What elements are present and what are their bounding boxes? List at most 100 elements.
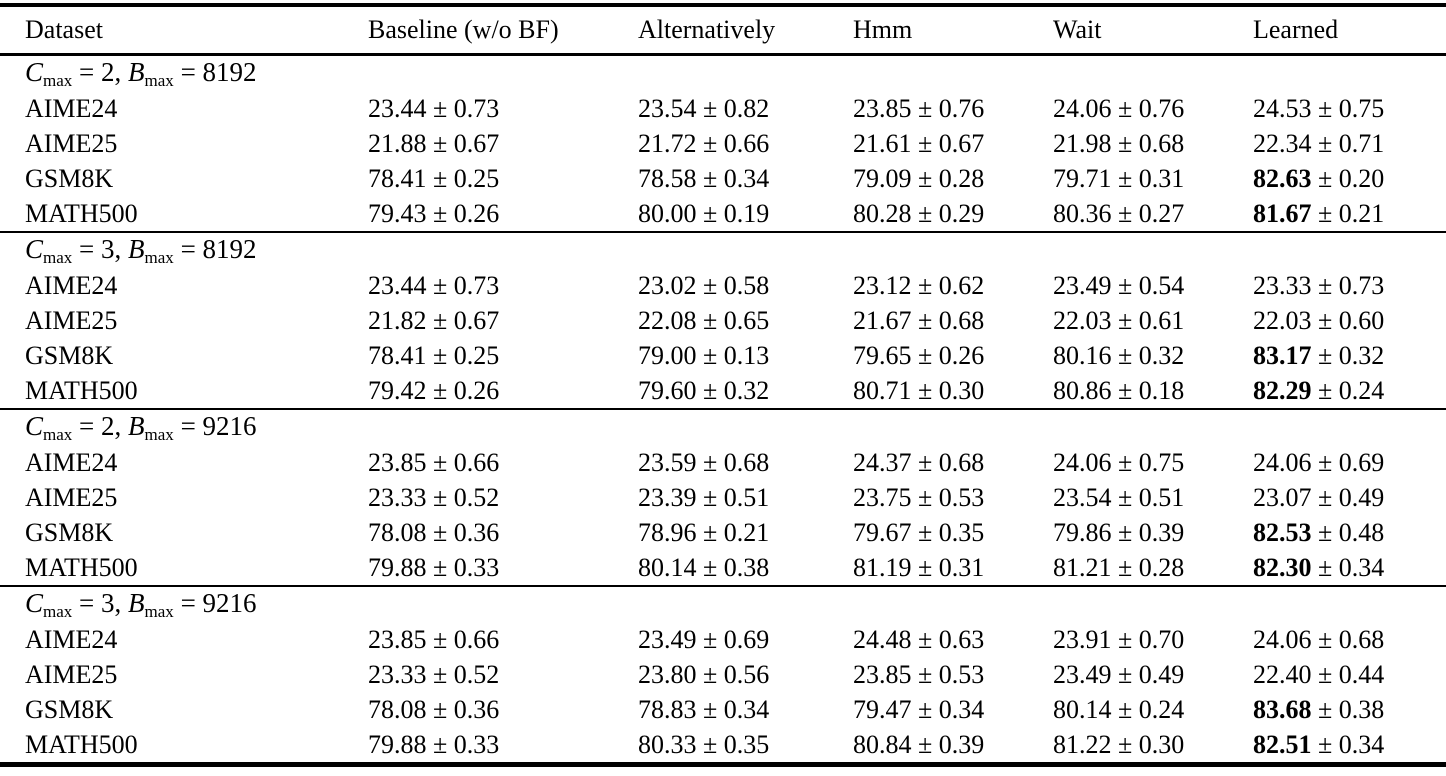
value-cell: 79.65 ± 0.26 xyxy=(853,340,985,370)
dataset-cell: GSM8K xyxy=(25,340,114,370)
math-variable: B xyxy=(128,410,145,441)
value-cell: 23.44 ± 0.73 xyxy=(368,93,500,123)
std-value: 0.30 xyxy=(938,375,985,405)
section-header-row: Cmax = 2, Bmax = 9216 xyxy=(0,409,1446,445)
std-value: 0.67 xyxy=(938,128,985,158)
std-value: 0.32 xyxy=(1338,340,1385,370)
mean-value: 80.28 xyxy=(853,198,912,228)
value-cell: 78.83 ± 0.34 xyxy=(638,694,770,724)
column-header-wait: Wait xyxy=(1053,15,1102,44)
std-value: 0.49 xyxy=(1338,482,1385,512)
math-subscript: max xyxy=(43,601,73,621)
value-cell: 23.44 ± 0.73 xyxy=(368,270,500,300)
mean-value: 80.84 xyxy=(853,729,912,759)
std-value: 0.65 xyxy=(723,305,770,335)
value-cell: 23.85 ± 0.53 xyxy=(853,659,985,689)
std-value: 0.68 xyxy=(1338,624,1385,654)
std-value: 0.62 xyxy=(938,270,985,300)
std-value: 0.56 xyxy=(723,659,770,689)
table-row: AIME25 23.33 ± 0.52 23.80 ± 0.56 23.85 ± 0.… xyxy=(0,657,1446,692)
std-value: 0.73 xyxy=(1338,270,1385,300)
std-value: 0.68 xyxy=(1138,128,1185,158)
value-cell: 23.85 ± 0.66 xyxy=(368,447,500,477)
column-header-hmm: Hmm xyxy=(853,15,913,44)
value-cell: 78.41 ± 0.25 xyxy=(368,163,500,193)
mean-value: 23.49 xyxy=(638,624,697,654)
mean-value: 21.72 xyxy=(638,128,697,158)
math-variable: B xyxy=(128,56,145,87)
mean-value: 82.51 xyxy=(1253,729,1312,759)
mean-value: 83.17 xyxy=(1253,340,1312,370)
table-row: GSM8K 78.41 ± 0.25 79.00 ± 0.13 79.65 ± 0.2… xyxy=(0,338,1446,373)
value-cell: 23.80 ± 0.56 xyxy=(638,659,770,689)
mean-value: 78.41 xyxy=(368,340,427,370)
table-row: AIME24 23.85 ± 0.66 23.59 ± 0.68 24.37 ± 0.… xyxy=(0,445,1446,480)
value-cell: 78.58 ± 0.34 xyxy=(638,163,770,193)
std-value: 0.63 xyxy=(938,624,985,654)
value-cell: 24.06 ± 0.68 xyxy=(1253,624,1385,654)
value-cell: 23.59 ± 0.68 xyxy=(638,447,770,477)
value-cell: 79.67 ± 0.35 xyxy=(853,517,985,547)
mean-value: 21.67 xyxy=(853,305,912,335)
table-row: AIME24 23.44 ± 0.73 23.54 ± 0.82 23.85 ± 0.… xyxy=(0,91,1446,126)
value-cell: 79.43 ± 0.26 xyxy=(368,198,500,228)
value-cell: 23.54 ± 0.51 xyxy=(1053,482,1185,512)
mean-value: 23.80 xyxy=(638,659,697,689)
std-value: 0.20 xyxy=(1338,163,1385,193)
std-value: 0.26 xyxy=(453,375,500,405)
mean-value: 21.61 xyxy=(853,128,912,158)
std-value: 0.39 xyxy=(1138,517,1185,547)
mean-value: 79.71 xyxy=(1053,163,1112,193)
std-value: 0.34 xyxy=(1338,552,1385,582)
table-row: AIME24 23.85 ± 0.66 23.49 ± 0.69 24.48 ± 0.… xyxy=(0,622,1446,657)
std-value: 0.21 xyxy=(723,517,770,547)
math-variable: C xyxy=(25,587,44,618)
mean-value: 23.33 xyxy=(1253,270,1312,300)
std-value: 0.75 xyxy=(1138,447,1185,477)
mean-value: 23.33 xyxy=(368,659,427,689)
value-cell: 22.40 ± 0.44 xyxy=(1253,659,1385,689)
std-value: 0.49 xyxy=(1138,659,1185,689)
std-value: 0.44 xyxy=(1338,659,1385,689)
std-value: 0.68 xyxy=(938,305,985,335)
std-value: 0.53 xyxy=(938,482,985,512)
value-cell: 80.14 ± 0.38 xyxy=(638,552,770,582)
dataset-cell: MATH500 xyxy=(25,198,138,228)
value-cell: 78.96 ± 0.21 xyxy=(638,517,770,547)
math-subscript: max xyxy=(43,70,73,90)
std-value: 0.70 xyxy=(1138,624,1185,654)
math-subscript: max xyxy=(43,424,73,444)
value-cell: 23.33 ± 0.52 xyxy=(368,659,500,689)
dataset-cell: AIME25 xyxy=(25,305,118,335)
value-cell: 83.17 ± 0.32 xyxy=(1253,340,1385,370)
std-value: 0.73 xyxy=(453,270,500,300)
section-title: Cmax = 2, Bmax = 9216 xyxy=(25,410,257,444)
std-value: 0.26 xyxy=(938,340,985,370)
std-value: 0.13 xyxy=(723,340,770,370)
dataset-cell: GSM8K xyxy=(25,163,114,193)
dataset-cell: AIME24 xyxy=(25,624,118,654)
mean-value: 80.16 xyxy=(1053,340,1112,370)
mean-value: 23.85 xyxy=(368,624,427,654)
mean-value: 23.02 xyxy=(638,270,697,300)
std-value: 0.52 xyxy=(453,659,500,689)
mean-value: 79.88 xyxy=(368,552,427,582)
value-cell: 81.19 ± 0.31 xyxy=(853,552,985,582)
std-value: 0.67 xyxy=(453,128,500,158)
value-cell: 21.98 ± 0.68 xyxy=(1053,128,1185,158)
std-value: 0.82 xyxy=(723,93,770,123)
mean-value: 82.30 xyxy=(1253,552,1312,582)
value-cell: 23.33 ± 0.73 xyxy=(1253,270,1385,300)
mean-value: 78.83 xyxy=(638,694,697,724)
std-value: 0.19 xyxy=(723,198,770,228)
column-header-learned: Learned xyxy=(1253,15,1339,44)
value-cell: 79.86 ± 0.39 xyxy=(1053,517,1185,547)
value-cell: 80.00 ± 0.19 xyxy=(638,198,770,228)
value-cell: 80.28 ± 0.29 xyxy=(853,198,985,228)
mean-value: 23.85 xyxy=(853,93,912,123)
mean-value: 23.85 xyxy=(368,447,427,477)
std-value: 0.35 xyxy=(723,729,770,759)
table-row: GSM8K 78.08 ± 0.36 78.83 ± 0.34 79.47 ± 0.3… xyxy=(0,692,1446,727)
std-value: 0.28 xyxy=(1138,552,1185,582)
